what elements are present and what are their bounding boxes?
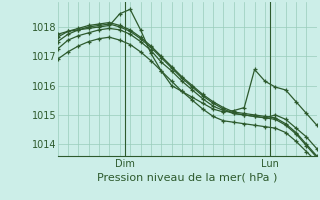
X-axis label: Pression niveau de la mer( hPa ): Pression niveau de la mer( hPa ) [97,173,277,183]
